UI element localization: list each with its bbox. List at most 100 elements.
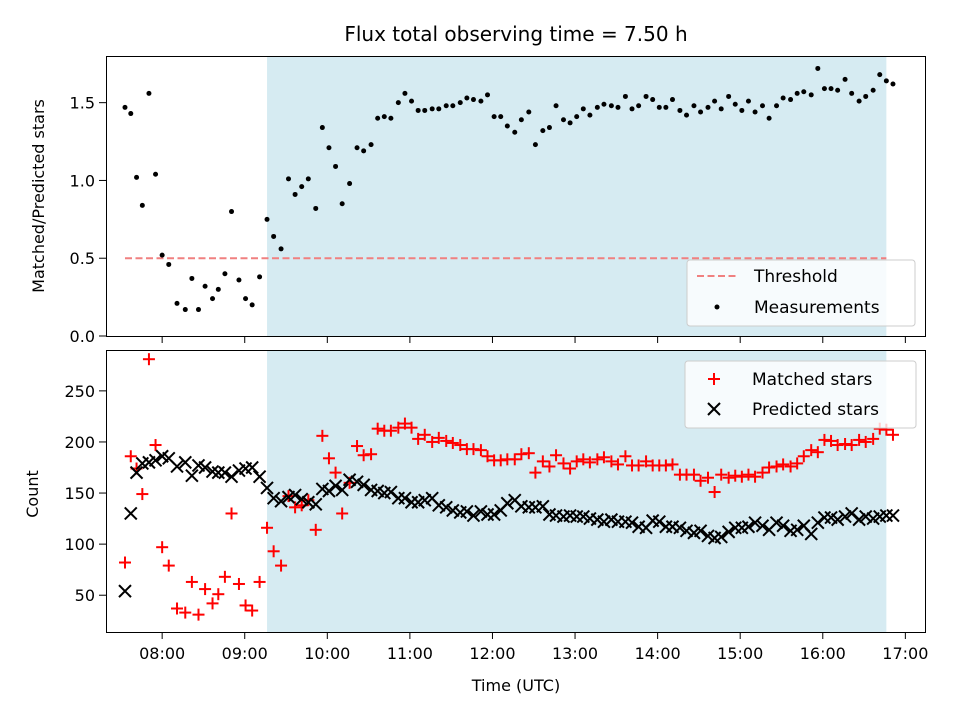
predicted-star-stroke-b xyxy=(576,509,591,524)
measurement-point xyxy=(189,275,195,281)
measurement-point xyxy=(491,114,497,120)
measurement-point xyxy=(705,104,711,110)
predicted-star-stroke-b xyxy=(185,468,199,483)
measurement-point xyxy=(139,202,145,208)
count-ytick-label: 100 xyxy=(64,535,95,554)
matched-star-point xyxy=(309,523,322,536)
predicted-star-point xyxy=(295,492,309,506)
measurement-point xyxy=(656,104,662,110)
predicted-star-point xyxy=(288,488,302,502)
matched-star-point xyxy=(735,470,748,483)
count-ytick-label: 250 xyxy=(64,382,95,401)
predicted-star-stroke-b xyxy=(162,451,176,466)
measurement-point xyxy=(794,90,800,96)
predicted-star-stroke-b xyxy=(384,485,398,499)
measurement-point xyxy=(684,112,690,118)
matched-star-point xyxy=(261,521,274,534)
measurement-point xyxy=(229,209,235,215)
predicted-star-stroke-b xyxy=(652,514,666,529)
matched-star-point xyxy=(365,448,378,461)
matched-star-point xyxy=(640,455,653,468)
matched-star-point xyxy=(805,444,818,457)
matched-star-point xyxy=(156,541,169,554)
measurement-point xyxy=(326,145,332,151)
matched-star-point xyxy=(494,454,507,467)
predicted-star-stroke-b xyxy=(218,465,232,480)
chart-title: Flux total observing time = 7.50 h xyxy=(344,22,687,46)
count-xtick-label: 13:00 xyxy=(552,644,598,663)
measurement-point xyxy=(195,307,201,313)
predicted-star-stroke-b xyxy=(755,519,770,533)
matched-star-point xyxy=(474,444,487,457)
ratio-y-axis-label: Matched/Predicted stars xyxy=(29,99,48,293)
matched-star-point xyxy=(405,421,418,434)
measurement-point xyxy=(546,125,552,131)
matched-star-point xyxy=(246,604,259,617)
matched-star-point xyxy=(543,460,556,473)
predicted-star-point xyxy=(328,479,343,493)
predicted-star-point xyxy=(342,473,357,487)
matched-star-point xyxy=(124,450,137,463)
predicted-star-point xyxy=(714,530,728,544)
measurement-point xyxy=(890,81,896,87)
measurement-point xyxy=(409,98,415,104)
measurement-point xyxy=(361,148,367,154)
measurement-point xyxy=(615,104,621,110)
matched-star-point xyxy=(162,559,175,572)
predicted-star-stroke-b xyxy=(245,460,259,475)
measurement-point xyxy=(166,261,172,267)
predicted-star-point xyxy=(886,508,900,523)
matched-star-point xyxy=(591,453,604,466)
count-xtick-label: 16:00 xyxy=(800,644,846,663)
matched-star-point xyxy=(722,471,735,484)
measurement-point xyxy=(470,97,476,103)
predicted-star-point xyxy=(245,460,259,475)
matched-star-point xyxy=(185,575,198,588)
measurement-point xyxy=(182,307,188,313)
matched-star-point xyxy=(426,435,439,448)
predicted-star-stroke-b xyxy=(342,473,357,487)
predicted-star-point xyxy=(748,515,762,530)
measurement-points xyxy=(122,65,896,313)
measurement-point xyxy=(159,252,165,258)
count-xtick-label: 08:00 xyxy=(139,644,185,663)
measurement-point xyxy=(347,181,353,187)
matched-star-point xyxy=(239,599,252,612)
matched-star-point xyxy=(218,570,231,583)
predicted-star-stroke-b xyxy=(418,493,432,507)
predicted-star-stroke-b xyxy=(170,459,184,474)
measurement-point xyxy=(608,103,614,109)
measurement-point xyxy=(766,115,772,121)
measurement-point xyxy=(718,106,724,112)
measurement-point xyxy=(815,65,821,71)
measurement-point xyxy=(457,100,463,106)
matched-star-point xyxy=(694,474,707,487)
predicted-star-stroke-b xyxy=(721,525,736,539)
matched-star-point xyxy=(777,458,790,471)
matched-star-point xyxy=(867,432,880,445)
predicted-star-stroke-b xyxy=(466,508,481,523)
predicted-star-point xyxy=(418,493,432,507)
matched-star-point xyxy=(336,507,349,520)
matched-star-point xyxy=(316,429,329,442)
measurement-point xyxy=(821,86,827,92)
matched-star-point xyxy=(597,451,610,464)
matched-star-point xyxy=(412,432,425,445)
measurement-point xyxy=(808,92,814,98)
matched-star-point xyxy=(701,471,714,484)
measurement-point xyxy=(498,114,504,120)
matched-star-point xyxy=(729,469,742,482)
predicted-star-stroke-b xyxy=(797,519,811,533)
predicted-star-stroke-b xyxy=(618,514,633,529)
matched-star-point xyxy=(770,460,783,473)
matched-star-point xyxy=(171,602,184,615)
measurement-point xyxy=(436,106,442,112)
matched-star-point xyxy=(232,577,245,590)
ratio-legend: Threshold Measurements xyxy=(686,259,916,327)
matched-star-point xyxy=(756,466,769,479)
measurement-point xyxy=(870,87,876,93)
matched-star-point xyxy=(481,450,494,463)
measurement-point xyxy=(243,296,249,302)
count-xtick-label: 15:00 xyxy=(717,644,763,663)
measurement-point xyxy=(388,115,394,121)
